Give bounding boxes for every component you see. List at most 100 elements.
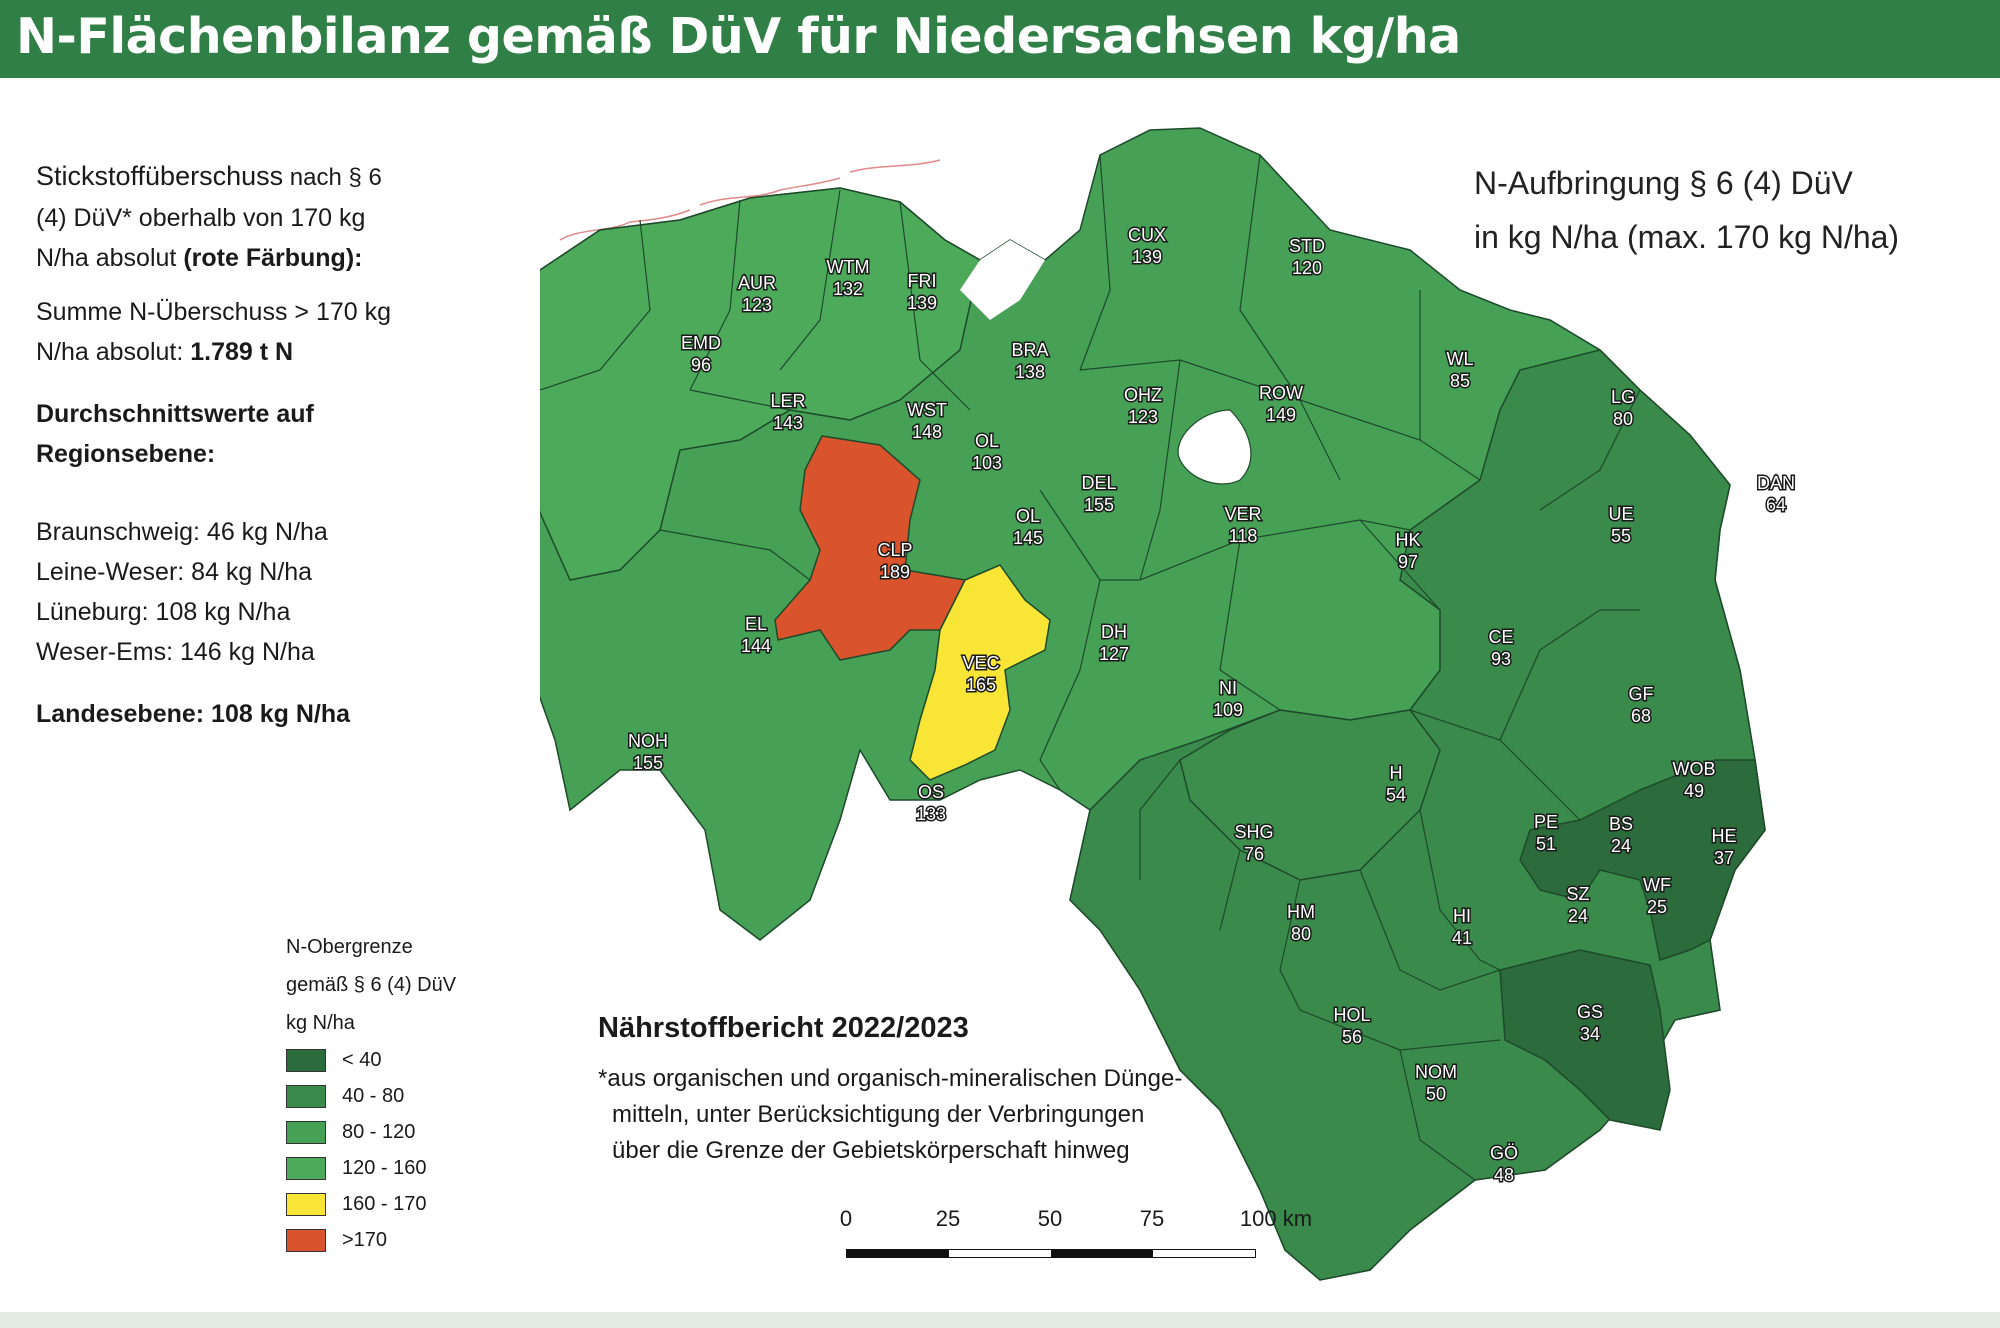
coastline-islands — [559, 159, 941, 241]
state-level-text: Landesebene: 108 kg N/ha — [36, 700, 351, 728]
legend-swatch — [286, 1156, 326, 1180]
district-value: 80 — [1613, 409, 1633, 429]
bottom-strip — [0, 1312, 2000, 1328]
district-value: 37 — [1714, 848, 1734, 868]
info-line-3-main: N/ha absolut — [36, 244, 184, 272]
district-value: 133 — [916, 804, 946, 824]
district-value: 132 — [833, 279, 863, 299]
district-value: 120 — [1292, 258, 1322, 278]
district-value: 144 — [741, 636, 771, 656]
district-map: AUR 123 WTM 132 FRI 139 EMD 96 LER 143 WST 148 BRA 13… — [540, 110, 1920, 1290]
region-leine-weser: Leine-Weser: 84 kg N/ha — [36, 558, 313, 586]
info-line-2: (4) DüV* oberhalb von 170 kg — [36, 204, 366, 232]
district-value: 139 — [907, 293, 937, 313]
scale-bar-graphic — [846, 1249, 1256, 1258]
map-title: N-Aufbringung § 6 (4) DüV in kg N/ha (ma… — [1474, 156, 1899, 264]
district-value: 54 — [1386, 785, 1406, 805]
info-line-1-rest: nach § 6 — [283, 164, 382, 191]
district-code: GF — [1629, 684, 1654, 704]
info-line-1-main: Stickstoffüberschuss — [36, 161, 284, 191]
legend-swatch — [286, 1048, 326, 1072]
district-code: SZ — [1566, 884, 1589, 904]
legend-item: 80 - 120 — [286, 1114, 456, 1150]
district-area-vec — [909, 564, 1051, 781]
district-value: 109 — [1213, 700, 1243, 720]
footnote-line-2: mitteln, unter Berücksichtigung der Verb… — [612, 1101, 1145, 1128]
info-line-3: N/ha absolut (rote Färbung): — [36, 238, 436, 278]
district-code: EMD — [681, 333, 721, 353]
district-code: HK — [1395, 530, 1420, 550]
district-value: 138 — [1015, 362, 1045, 382]
district-code: GS — [1577, 1002, 1603, 1022]
legend-item: 120 - 160 — [286, 1150, 456, 1186]
district-value: 56 — [1342, 1027, 1362, 1047]
district-code: HI — [1453, 906, 1471, 926]
district-value: 24 — [1568, 906, 1588, 926]
legend-label: 80 - 120 — [342, 1121, 416, 1143]
district-value: 97 — [1398, 552, 1418, 572]
legend-title-line-2: gemäß § 6 (4) DüV — [286, 974, 457, 996]
district-code: HM — [1287, 902, 1315, 922]
info-line-3-bold: (rote Färbung): — [183, 244, 363, 272]
legend-label: 160 - 170 — [342, 1193, 427, 1215]
district-value: 49 — [1684, 781, 1704, 801]
legend-item: < 40 — [286, 1042, 456, 1078]
district-code: DH — [1101, 622, 1127, 642]
avg-heading-1-text: Durchschnittswerte auf — [36, 400, 314, 428]
region-lueneburg: Lüneburg: 108 kg N/ha — [36, 598, 291, 626]
district-value: 85 — [1450, 371, 1470, 391]
legend-swatch — [286, 1228, 326, 1252]
district-value: 155 — [633, 753, 663, 773]
district-value: 123 — [742, 295, 772, 315]
district-code: WOB — [1673, 759, 1716, 779]
map-title-line-2: in kg N/ha (max. 170 kg N/ha) — [1474, 219, 1900, 255]
district-code: NOH — [628, 731, 668, 751]
district-code: LER — [770, 391, 805, 411]
sum-line-2-bold: 1.789 t N — [190, 338, 294, 366]
district-value: 103 — [972, 453, 1002, 473]
district-code: OHZ — [1124, 385, 1162, 405]
scale-tick: 0 — [839, 1206, 853, 1231]
legend-label: < 40 — [342, 1049, 382, 1071]
region-weser-ems: Weser-Ems: 146 kg N/ha — [36, 638, 315, 666]
legend-swatch — [286, 1120, 326, 1144]
district-area-gs — [1499, 949, 1671, 1131]
district-code: DEL — [1081, 473, 1116, 493]
district-value: 148 — [912, 422, 942, 442]
district-value: 80 — [1291, 924, 1311, 944]
district-code: LG — [1611, 387, 1635, 407]
district-value: 41 — [1452, 928, 1472, 948]
legend-item: >170 — [286, 1222, 456, 1258]
district-code: H — [1390, 763, 1403, 783]
legend-title: N-Obergrenze gemäß § 6 (4) DüV kg N/ha — [286, 928, 456, 1042]
district-code: HOL — [1333, 1005, 1370, 1025]
scale-tick: 25 — [935, 1206, 961, 1231]
weser-gap — [1177, 409, 1252, 485]
district-code: CE — [1488, 627, 1513, 647]
district-code: BRA — [1011, 340, 1048, 360]
district-area-braunschweig — [1519, 759, 1766, 961]
district-code: OL — [1016, 506, 1040, 526]
district-value: 76 — [1244, 844, 1264, 864]
district-code: ROW — [1259, 383, 1303, 403]
district-value: 145 — [1013, 528, 1043, 548]
district-code: WTM — [827, 257, 870, 277]
district-value: 143 — [773, 413, 803, 433]
district-code: STD — [1289, 236, 1325, 256]
legend-items: < 40 40 - 80 80 - 120 120 - 160 160 - 170 >17… — [286, 1042, 456, 1258]
district-code: OL — [975, 431, 999, 451]
district-value: 64 — [1766, 495, 1786, 515]
avg-heading-1: Durchschnittswerte auf — [36, 394, 436, 434]
district-code: PE — [1534, 812, 1558, 832]
header-bar: N-Flächenbilanz gemäß DüV für Niedersach… — [0, 0, 2000, 78]
district-code: CUX — [1128, 225, 1166, 245]
district-code: SHG — [1234, 822, 1273, 842]
legend: N-Obergrenze gemäß § 6 (4) DüV kg N/ha <… — [286, 928, 456, 1258]
district-value: 118 — [1229, 526, 1258, 546]
district-value: 139 — [1132, 247, 1162, 267]
jade-gap — [960, 240, 1045, 320]
district-value: 93 — [1491, 649, 1511, 669]
scale-tick: 50 — [1037, 1206, 1063, 1231]
district-value: 68 — [1631, 706, 1651, 726]
page-title: N-Flächenbilanz gemäß DüV für Niedersach… — [16, 8, 1461, 65]
